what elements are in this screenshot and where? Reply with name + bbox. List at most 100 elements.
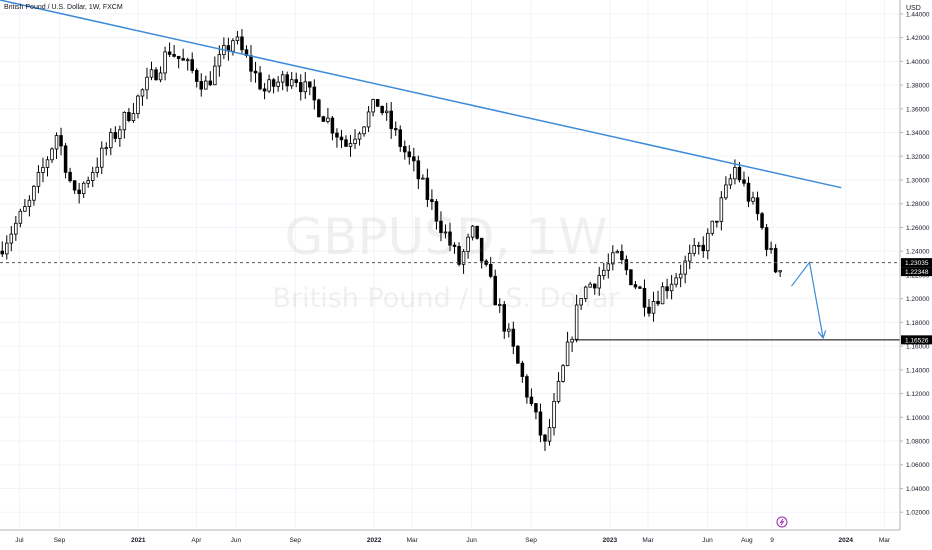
candle-bearish[interactable] <box>665 286 669 292</box>
candle-bearish[interactable] <box>194 70 199 82</box>
candle-bullish[interactable] <box>728 178 733 186</box>
candle-bearish[interactable] <box>543 434 547 442</box>
candle-bullish[interactable] <box>683 260 687 275</box>
candle-bullish[interactable] <box>384 110 389 114</box>
candle-bullish[interactable] <box>122 112 127 131</box>
candle-bullish[interactable] <box>90 172 95 181</box>
candle-bearish[interactable] <box>240 36 244 51</box>
candle-bullish[interactable] <box>131 113 136 121</box>
candle-bearish[interactable] <box>113 132 118 139</box>
candle-bullish[interactable] <box>552 401 556 429</box>
candle-bearish[interactable] <box>434 201 439 222</box>
candle-bullish[interactable] <box>443 231 448 234</box>
candle-bearish[interactable] <box>479 237 484 262</box>
candle-bearish[interactable] <box>317 99 321 118</box>
candle-bearish[interactable] <box>380 105 384 114</box>
candle-bearish[interactable] <box>167 51 172 55</box>
candle-bullish[interactable] <box>678 273 683 279</box>
candle-bearish[interactable] <box>77 189 81 195</box>
candle-bullish[interactable] <box>674 277 678 285</box>
candle-bearish[interactable] <box>398 129 403 147</box>
candle-bullish[interactable] <box>719 197 724 222</box>
candle-bearish[interactable] <box>629 269 633 286</box>
candle-bearish[interactable] <box>592 283 597 289</box>
candle-bearish[interactable] <box>624 259 629 271</box>
candle-bullish[interactable] <box>326 117 330 122</box>
candle-bearish[interactable] <box>298 82 303 93</box>
candle-bearish[interactable] <box>633 284 638 288</box>
candle-bullish[interactable] <box>602 269 606 276</box>
candle-bearish[interactable] <box>642 287 647 308</box>
candle-bearish[interactable] <box>249 55 253 72</box>
candle-bearish[interactable] <box>647 306 651 314</box>
candle-bearish[interactable] <box>746 182 751 202</box>
candle-bullish[interactable] <box>751 197 755 202</box>
candle-bullish[interactable] <box>615 250 620 254</box>
candle-bullish[interactable] <box>23 206 27 212</box>
candle-bullish[interactable] <box>669 283 674 292</box>
candle-bullish[interactable] <box>100 147 104 168</box>
candle-bullish[interactable] <box>104 147 109 150</box>
candle-bullish[interactable] <box>158 72 163 81</box>
candle-bearish[interactable] <box>253 70 258 74</box>
candle-bullish[interactable] <box>276 81 280 87</box>
candle-bearish[interactable] <box>488 263 493 277</box>
candle-bearish[interactable] <box>425 177 430 200</box>
candle-bullish[interactable] <box>231 40 235 52</box>
candle-bearish[interactable] <box>181 58 185 61</box>
candle-bearish[interactable] <box>529 396 534 404</box>
candle-bullish[interactable] <box>588 283 592 288</box>
descending-trendline[interactable] <box>0 0 842 189</box>
candle-bearish[interactable] <box>412 156 416 162</box>
candle-bearish[interactable] <box>534 403 538 413</box>
candle-bearish[interactable] <box>262 88 267 92</box>
candle-bearish[interactable] <box>538 411 543 436</box>
candle-bearish[interactable] <box>439 220 443 233</box>
candle-bullish[interactable] <box>724 184 728 199</box>
candle-bearish[interactable] <box>475 225 479 239</box>
candle-bullish[interactable] <box>660 286 665 305</box>
candle-bullish[interactable] <box>362 126 366 135</box>
candle-bullish[interactable] <box>267 79 271 92</box>
candle-bullish[interactable] <box>32 185 36 201</box>
candle-bearish[interactable] <box>416 160 421 180</box>
candle-bullish[interactable] <box>561 365 565 382</box>
candle-bearish[interactable] <box>701 244 706 252</box>
candle-bullish[interactable] <box>611 252 615 265</box>
candle-bullish[interactable] <box>470 225 475 238</box>
candle-bullish[interactable] <box>81 182 86 195</box>
candle-bullish[interactable] <box>140 89 145 97</box>
candle-bullish[interactable] <box>606 263 611 271</box>
candle-bullish[interactable] <box>348 143 353 147</box>
candle-bullish[interactable] <box>706 232 710 252</box>
candle-bullish[interactable] <box>461 251 466 265</box>
candle-bearish[interactable] <box>430 199 434 202</box>
candle-bullish[interactable] <box>692 245 696 254</box>
candle-bullish[interactable] <box>50 148 54 161</box>
candle-bullish[interactable] <box>547 427 552 442</box>
projection-arrow[interactable] <box>791 260 824 339</box>
candle-bullish[interactable] <box>579 298 583 306</box>
candle-bullish[interactable] <box>357 133 362 140</box>
candle-bearish[interactable] <box>493 275 497 306</box>
candle-bearish[interactable] <box>452 244 457 247</box>
candle-bullish[interactable] <box>9 233 14 244</box>
candle-bullish[interactable] <box>778 270 782 273</box>
candle-bearish[interactable] <box>72 180 77 191</box>
candle-bullish[interactable] <box>86 180 90 184</box>
candle-bullish[interactable] <box>303 81 308 93</box>
candle-bearish[interactable] <box>258 72 262 90</box>
candle-bullish[interactable] <box>687 252 692 262</box>
candle-bearish[interactable] <box>321 116 326 122</box>
candle-bullish[interactable] <box>583 286 588 299</box>
candle-bearish[interactable] <box>715 220 719 223</box>
candle-bearish[interactable] <box>773 248 778 273</box>
candle-bearish[interactable] <box>403 146 407 153</box>
candle-bearish[interactable] <box>208 80 213 86</box>
candle-bearish[interactable] <box>407 151 412 158</box>
candle-bullish[interactable] <box>570 338 574 343</box>
candle-bearish[interactable] <box>760 213 764 228</box>
candle-bullish[interactable] <box>14 222 18 235</box>
candle-bullish[interactable] <box>733 166 737 180</box>
